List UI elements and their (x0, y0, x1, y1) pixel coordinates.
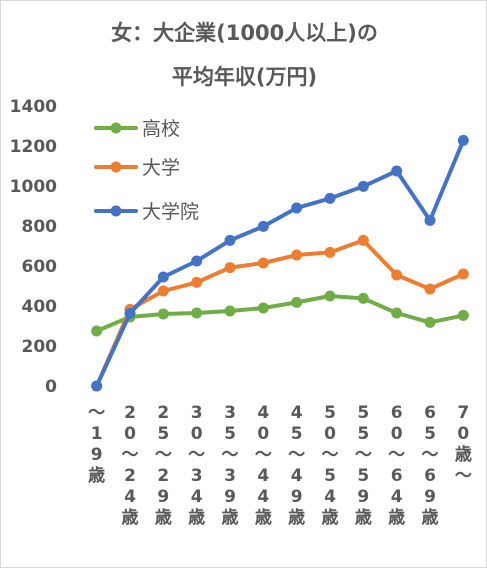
data-point (291, 296, 303, 308)
y-tick-label: 1400 (10, 97, 57, 117)
series-line (94, 238, 466, 388)
data-point (357, 234, 369, 246)
data-point (424, 283, 436, 295)
y-axis: 0 200 400 600 800 1000 1200 1400 (10, 97, 57, 397)
y-tick-label: 400 (22, 297, 58, 317)
y-tick-label: 800 (22, 217, 58, 237)
chart-title-line-2: 平均年収(万円) (171, 65, 318, 89)
data-point (157, 285, 169, 297)
data-point (224, 305, 236, 317)
y-tick-label: 1000 (10, 177, 57, 197)
data-point (391, 165, 403, 177)
data-point (157, 271, 169, 283)
x-category-label: 3 5 ～ 3 9 歳 (222, 403, 239, 528)
data-point (391, 269, 403, 281)
x-category-label: ～ 1 9 歳 (88, 403, 105, 486)
plot-series (91, 134, 469, 392)
data-point (357, 292, 369, 304)
y-tick-label: 1200 (10, 137, 57, 157)
chart-title-line-1: 女：大企業(1000人以上)の (111, 21, 378, 45)
data-point (457, 268, 469, 280)
legend-label: 大学院 (142, 201, 199, 223)
x-category-label: 7 0 歳～ (455, 403, 472, 486)
data-point (224, 234, 236, 246)
y-tick-label: 0 (45, 377, 57, 397)
legend-marker (110, 122, 122, 134)
series-line (94, 294, 466, 333)
data-point (191, 276, 203, 288)
data-point (357, 180, 369, 192)
data-point (124, 307, 136, 319)
data-point (157, 308, 169, 320)
x-category-label: 4 5 ～ 4 9 歳 (288, 403, 305, 528)
y-tick-label: 200 (22, 337, 58, 357)
x-axis: ～ 1 9 歳 2 0 ～ 2 4 歳 2 5 ～ 2 9 歳 3 0 ～ 3 4 歳 3 5 ～ 3 9 歳 4 0 ～ 4 4 歳 4 5 ～ 4 9 歳… (88, 403, 472, 528)
legend-marker (110, 205, 122, 217)
data-point (257, 302, 269, 314)
x-category-label: 5 5 ～ 5 9 歳 (355, 403, 372, 528)
data-point (291, 202, 303, 214)
x-category-label: 6 0 ～ 6 4 歳 (388, 403, 405, 528)
x-category-label: 4 0 ～ 4 4 歳 (255, 403, 272, 528)
data-point (191, 307, 203, 319)
x-category-label: 5 0 ～ 5 4 歳 (322, 403, 339, 528)
data-point (324, 192, 336, 204)
data-point (257, 220, 269, 232)
data-point (224, 262, 236, 274)
data-point (324, 290, 336, 302)
data-point (457, 309, 469, 321)
data-point (291, 249, 303, 261)
data-point (324, 246, 336, 258)
data-point (391, 307, 403, 319)
legend-marker (110, 161, 122, 173)
legend-label: 大学 (142, 157, 180, 179)
series-line (94, 138, 466, 388)
x-category-label: 2 5 ～ 2 9 歳 (155, 403, 172, 528)
data-point (457, 134, 469, 146)
data-point (91, 380, 103, 392)
data-point (91, 325, 103, 337)
data-point (191, 255, 203, 267)
data-point (424, 316, 436, 328)
x-category-label: 2 0 ～ 2 4 歳 (122, 403, 139, 528)
legend-label: 高校 (142, 118, 180, 140)
y-tick-label: 600 (22, 257, 58, 277)
data-point (424, 214, 436, 226)
data-point (257, 257, 269, 269)
x-category-label: 6 5 ～ 6 9 歳 (422, 403, 439, 528)
x-category-label: 3 0 ～ 3 4 歳 (188, 403, 205, 528)
